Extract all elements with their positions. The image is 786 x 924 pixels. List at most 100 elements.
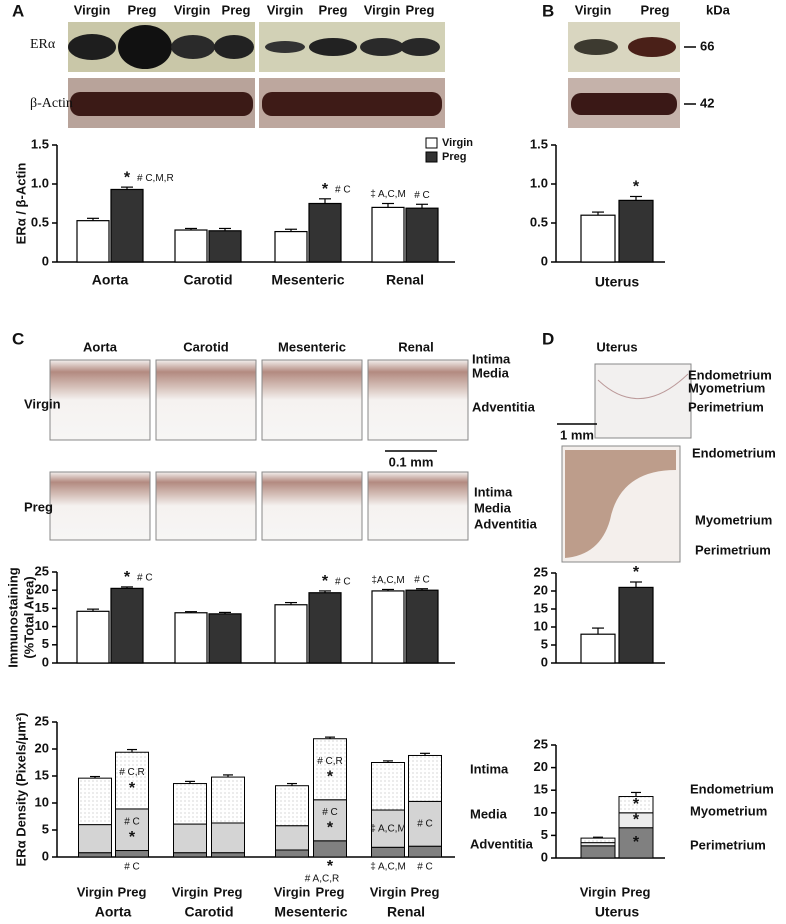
annotation: * [322,573,329,590]
y-tick-label: 20 [35,740,49,755]
group-label: Uterus [595,904,640,920]
x-tick-label: Mesenteric [271,272,344,288]
annotation: ‡ A,C,M [370,823,406,834]
bar-segment [371,809,405,848]
column-label: Mesenteric [278,339,346,354]
bar [76,610,110,664]
y-tick-label: 0 [42,253,49,268]
x-tick-label: Virgin [77,884,114,899]
y-tick-label: 15 [35,600,49,615]
bar [618,586,654,664]
annotation: * [124,169,131,186]
x-tick-label: Virgin [172,884,209,899]
y-tick-label: 0 [42,654,49,669]
legend-swatch [425,151,438,163]
panel-label: D [542,329,554,348]
bar [308,592,342,664]
bar [274,604,308,664]
bar-segment [408,845,442,858]
bar-segment [408,800,442,847]
legend-label: Myometrium [690,803,767,818]
bar-segment [580,845,616,859]
bar-segment [211,822,245,854]
layer-label: Perimetrium [688,399,764,414]
lane-label: Preg [406,2,435,17]
panel-label: A [12,1,24,20]
annotation: * [322,181,329,198]
lane-label: Preg [319,2,348,17]
y-tick-label: 20 [35,582,49,597]
y-tick-label: 0 [541,849,548,864]
bar-segment [78,852,112,858]
annotation: # C,R [119,767,145,778]
legend-label: Intima [470,761,509,776]
column-label: Aorta [83,339,118,354]
image-title: Uterus [596,339,637,354]
bar [371,206,405,263]
legend-label: Media [470,806,508,821]
bar-segment [211,852,245,858]
bar [618,199,654,263]
annotation: * [124,569,131,586]
lane-label: Preg [641,2,670,17]
blot-row-label: ERα [30,37,56,52]
bar [580,633,616,664]
y-tick-label: 5 [42,636,49,651]
annotation: # C [414,190,430,201]
y-axis-label: Immunostaining [5,567,20,667]
kda-marker: 42 [700,95,714,110]
y-tick-label: 1.0 [530,175,548,190]
bar-segment [115,808,149,852]
bar-segment [371,846,405,858]
legend-label: Preg [442,151,466,163]
bar [405,589,439,664]
x-tick-label: Preg [316,884,345,899]
layer-label: Intima [474,484,513,499]
bar [110,188,144,263]
panel-label: C [12,329,24,348]
group-label: Carotid [185,904,234,920]
annotation: # C [335,184,351,195]
panel-label: B [542,1,554,20]
legend-swatch [425,137,438,149]
bar-segment [173,852,207,858]
annotation: * [327,819,334,836]
y-tick-label: 10 [35,618,49,633]
x-tick-label: Aorta [92,272,129,288]
layer-label: Myometrium [688,380,765,395]
layer-label: Endometrium [692,445,776,460]
legend-label: Adventitia [470,836,534,851]
annotation: # A,C,R [305,874,339,885]
y-axis-label: (%Total Area) [21,576,36,658]
layer-label: Intima [472,351,511,366]
y-tick-label: 0.5 [530,214,548,229]
bar-segment [115,850,149,858]
y-axis-label: ERα / β-Actin [13,163,28,245]
bar [274,230,308,263]
layer-label: Adventitia [474,516,538,531]
legend-label: Endometrium [690,781,774,796]
y-tick-label: 1.5 [530,136,548,151]
x-tick-label: Preg [118,884,147,899]
annotation: # C,M,R [137,173,174,184]
kda-title: kDa [706,2,731,17]
lane-label: Preg [128,2,157,17]
lane-label: Virgin [74,2,111,17]
layer-label: Perimetrium [695,542,771,557]
bar [208,613,242,664]
annotation: # C [417,862,433,873]
bar-segment [408,754,442,802]
annotation: # C [335,577,351,588]
lane-label: Virgin [575,2,612,17]
x-tick-label: Carotid [184,272,233,288]
bar-segment [275,825,309,851]
bar [405,207,439,263]
annotation: * [327,858,334,875]
y-tick-label: 15 [534,782,548,797]
scale-label: 0.1 mm [389,454,434,469]
bar-segment [275,785,309,827]
scale-label: 1 mm [560,427,594,442]
annotation: * [633,796,640,813]
annotation: # C [414,574,430,585]
row-label: Preg [24,499,53,514]
